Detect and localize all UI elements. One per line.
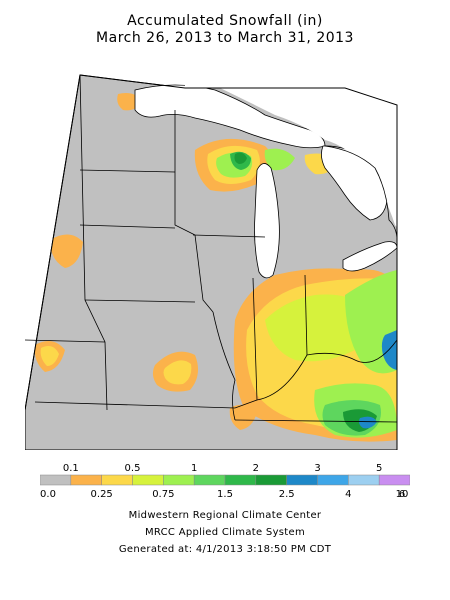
legend-swatch [132, 474, 164, 486]
legend-bottom-label: 0.75 [152, 489, 174, 500]
legend-bottom-label: 0.0 [40, 489, 56, 500]
legend-top-label: 1 [191, 463, 197, 474]
contour-mn-west [50, 234, 83, 268]
legend-swatches [40, 474, 410, 486]
border-ne-ks [25, 339, 106, 343]
legend-swatch [193, 474, 226, 486]
border-in-oh [304, 274, 308, 356]
legend-bottom-label: 6 [399, 489, 405, 500]
legend-swatch [163, 474, 195, 486]
lake-superior [134, 84, 326, 149]
border-dakotas [79, 169, 176, 173]
lake-michigan [254, 163, 280, 279]
border-mn-ia [79, 224, 176, 229]
border-ky-tn [234, 419, 398, 423]
snowfall-map [25, 50, 425, 450]
contour-ks-yellow [40, 346, 59, 366]
border-il-in [252, 277, 258, 401]
map-outline [25, 74, 398, 450]
legend-top-label: 3 [314, 463, 320, 474]
legend-top-label: 2 [253, 463, 259, 474]
legend-top-labels: 0.10.512358 [63, 463, 382, 474]
legend-bottom-labels: 0.0 0.25 0.75 1.5 2.5 4 610 [40, 489, 408, 500]
legend-top-label: 0.5 [125, 463, 141, 474]
border-ohio-river [256, 339, 398, 401]
legend-bottom-label: 1.5 [217, 489, 233, 500]
legend-swatch [317, 474, 349, 486]
legend-swatch [224, 474, 257, 486]
canada-area [185, 50, 425, 240]
legend-bottom-label: 2.5 [279, 489, 295, 500]
snowfall-contours [34, 93, 397, 442]
credit-center: Midwestern Regional Climate Center [128, 510, 322, 521]
credit-system: MRCC Applied Climate System [144, 527, 306, 538]
legend-swatch [40, 474, 72, 486]
border-mn-wi [174, 110, 196, 236]
border-ia-il [194, 234, 214, 313]
border-ia-mo [84, 299, 196, 303]
legend-bottom-label: 10 [396, 489, 409, 500]
contour-up-east [264, 148, 295, 171]
border-wi-il [192, 234, 266, 238]
contour-wi-dark [234, 152, 247, 164]
contour-oh-blue [381, 330, 397, 370]
contour-mo-yellow [163, 360, 192, 385]
legend-swatch [101, 474, 133, 486]
canada-coastline [324, 145, 398, 241]
legend-bottom-label: 0.25 [91, 489, 113, 500]
state-borders [25, 74, 398, 423]
legend-top-label: 5 [376, 463, 382, 474]
border-west [79, 74, 108, 411]
map-title: Accumulated Snowfall (in) [127, 13, 323, 29]
legend-swatch [348, 474, 380, 486]
legend-bottom-label: 4 [345, 489, 351, 500]
legend-swatch [255, 474, 287, 486]
legend-swatch [378, 474, 410, 486]
contour-il-south [229, 404, 257, 430]
contour-in-lime [265, 294, 367, 362]
map-date-range: March 26, 2013 to March 31, 2013 [96, 30, 354, 46]
legend-top-label: 0.1 [63, 463, 79, 474]
contour-ky-blue [359, 416, 377, 429]
legend-swatch [286, 474, 318, 486]
border-mo-ar [34, 399, 258, 409]
border-mississippi [212, 311, 236, 421]
credit-generated: Generated at: 4/1/2013 3:18:50 PM CDT [118, 544, 332, 555]
legend-swatch [70, 474, 102, 486]
